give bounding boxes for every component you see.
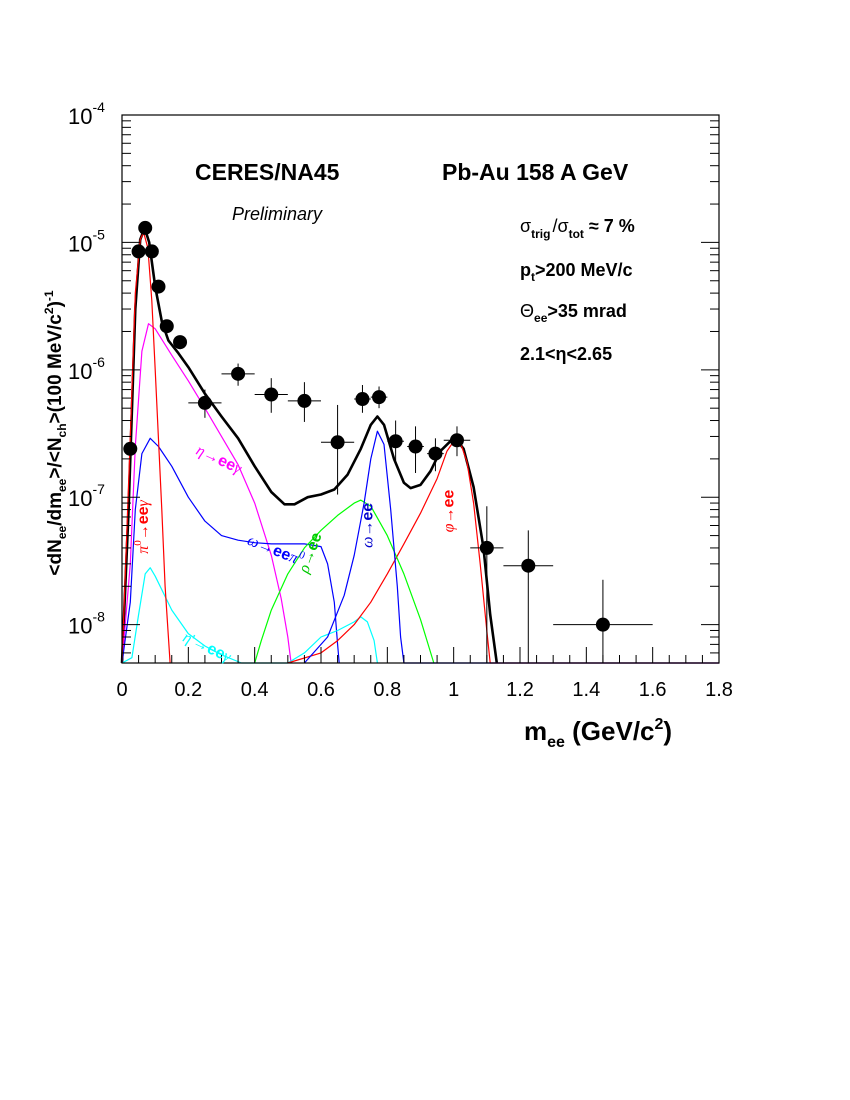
channel-label: π0→eeγ [132, 499, 152, 553]
x-tick-label: 1.4 [572, 679, 600, 701]
curve-1 [121, 323, 292, 664]
data-point [503, 530, 554, 663]
x-tick-label: 0.6 [307, 679, 335, 701]
x-tick-label: 0.4 [241, 679, 269, 701]
curve-7 [303, 430, 719, 664]
channel-label: ω→ee [359, 503, 376, 548]
x-tick-label: 1.2 [506, 679, 534, 701]
data-marker [131, 244, 146, 259]
data-point [144, 244, 159, 259]
data-point [407, 426, 424, 473]
data-marker [330, 435, 345, 450]
plot-frame [121, 114, 720, 664]
data-point [123, 441, 138, 456]
data-marker [144, 244, 159, 259]
data-point [354, 385, 371, 413]
trigger-cut-label: σtrig/σtot ≈ 7 % [520, 216, 635, 241]
x-tick-label: 0.2 [174, 679, 202, 701]
preliminary-label: Preliminary [232, 204, 323, 224]
x-tick-label: 1.6 [639, 679, 667, 701]
pt-cut-label: pt>200 MeV/c [520, 260, 633, 284]
y-tick-label: 10-8 [68, 609, 105, 639]
data-point [470, 506, 504, 663]
data-marker [595, 617, 610, 632]
data-point [131, 244, 146, 259]
data-marker [521, 558, 536, 573]
curve-3 [121, 567, 378, 664]
data-point [173, 335, 188, 350]
data-marker [231, 366, 246, 381]
data-marker [173, 335, 188, 350]
channel-label: η→eeγ [193, 442, 244, 478]
x-tick-label: 1 [448, 679, 459, 701]
data-point [159, 319, 174, 334]
data-marker [449, 433, 464, 448]
y-axis-title: <dNee/dmee>/<Nch>(100 MeV/c2)-1 [42, 290, 69, 575]
curve-2 [121, 437, 340, 664]
data-marker [264, 387, 279, 402]
y-tick-label: 10-4 [68, 99, 105, 129]
data-point [287, 382, 321, 422]
x-axis-title: mee (GeV/c2) [524, 716, 672, 751]
data-point [138, 220, 153, 235]
x-tick-label: 0 [116, 679, 127, 701]
data-point [387, 420, 404, 465]
data-point [254, 378, 288, 413]
eta-cut-label: 2.1<η<2.65 [520, 344, 612, 364]
data-point [553, 579, 653, 663]
data-marker [159, 319, 174, 334]
data-marker [138, 220, 153, 235]
data-marker [297, 393, 312, 408]
data-marker [123, 441, 138, 456]
y-tick-label: 10-6 [68, 354, 105, 384]
experiment-label: CERES/NA45 [195, 159, 340, 185]
data-point [151, 279, 166, 294]
data-marker [151, 279, 166, 294]
theta-cut-label: Θee>35 mrad [520, 301, 627, 325]
data-marker [408, 439, 423, 454]
data-point [370, 386, 388, 409]
x-tick-label: 0.8 [373, 679, 401, 701]
data-marker [479, 540, 494, 555]
y-tick-labels: 10-8 10-7 10-6 10-5 10-4 [68, 99, 105, 639]
data-marker [388, 434, 403, 449]
x-tick-label: 1.8 [705, 679, 733, 701]
data-point [321, 404, 355, 495]
channel-label: φ→ee [441, 490, 458, 533]
curve-5 [287, 440, 719, 664]
data-marker [197, 395, 212, 410]
data-points [123, 220, 653, 663]
x-tick-labels: 0 0.2 0.4 0.6 0.8 1 1.2 1.4 1.6 1.8 [116, 679, 732, 701]
data-point [427, 438, 444, 472]
y-tick-label: 10-5 [68, 226, 105, 256]
data-marker [355, 392, 370, 407]
data-point [443, 426, 471, 457]
axis-ticks [121, 120, 720, 664]
curve-6 [254, 499, 435, 664]
curve-0 [120, 226, 499, 664]
y-tick-label: 10-7 [68, 481, 105, 511]
data-point [188, 389, 222, 418]
data-marker [372, 390, 387, 405]
data-marker [428, 446, 443, 461]
data-point [221, 363, 255, 386]
system-label: Pb-Au 158 A GeV [442, 159, 629, 185]
